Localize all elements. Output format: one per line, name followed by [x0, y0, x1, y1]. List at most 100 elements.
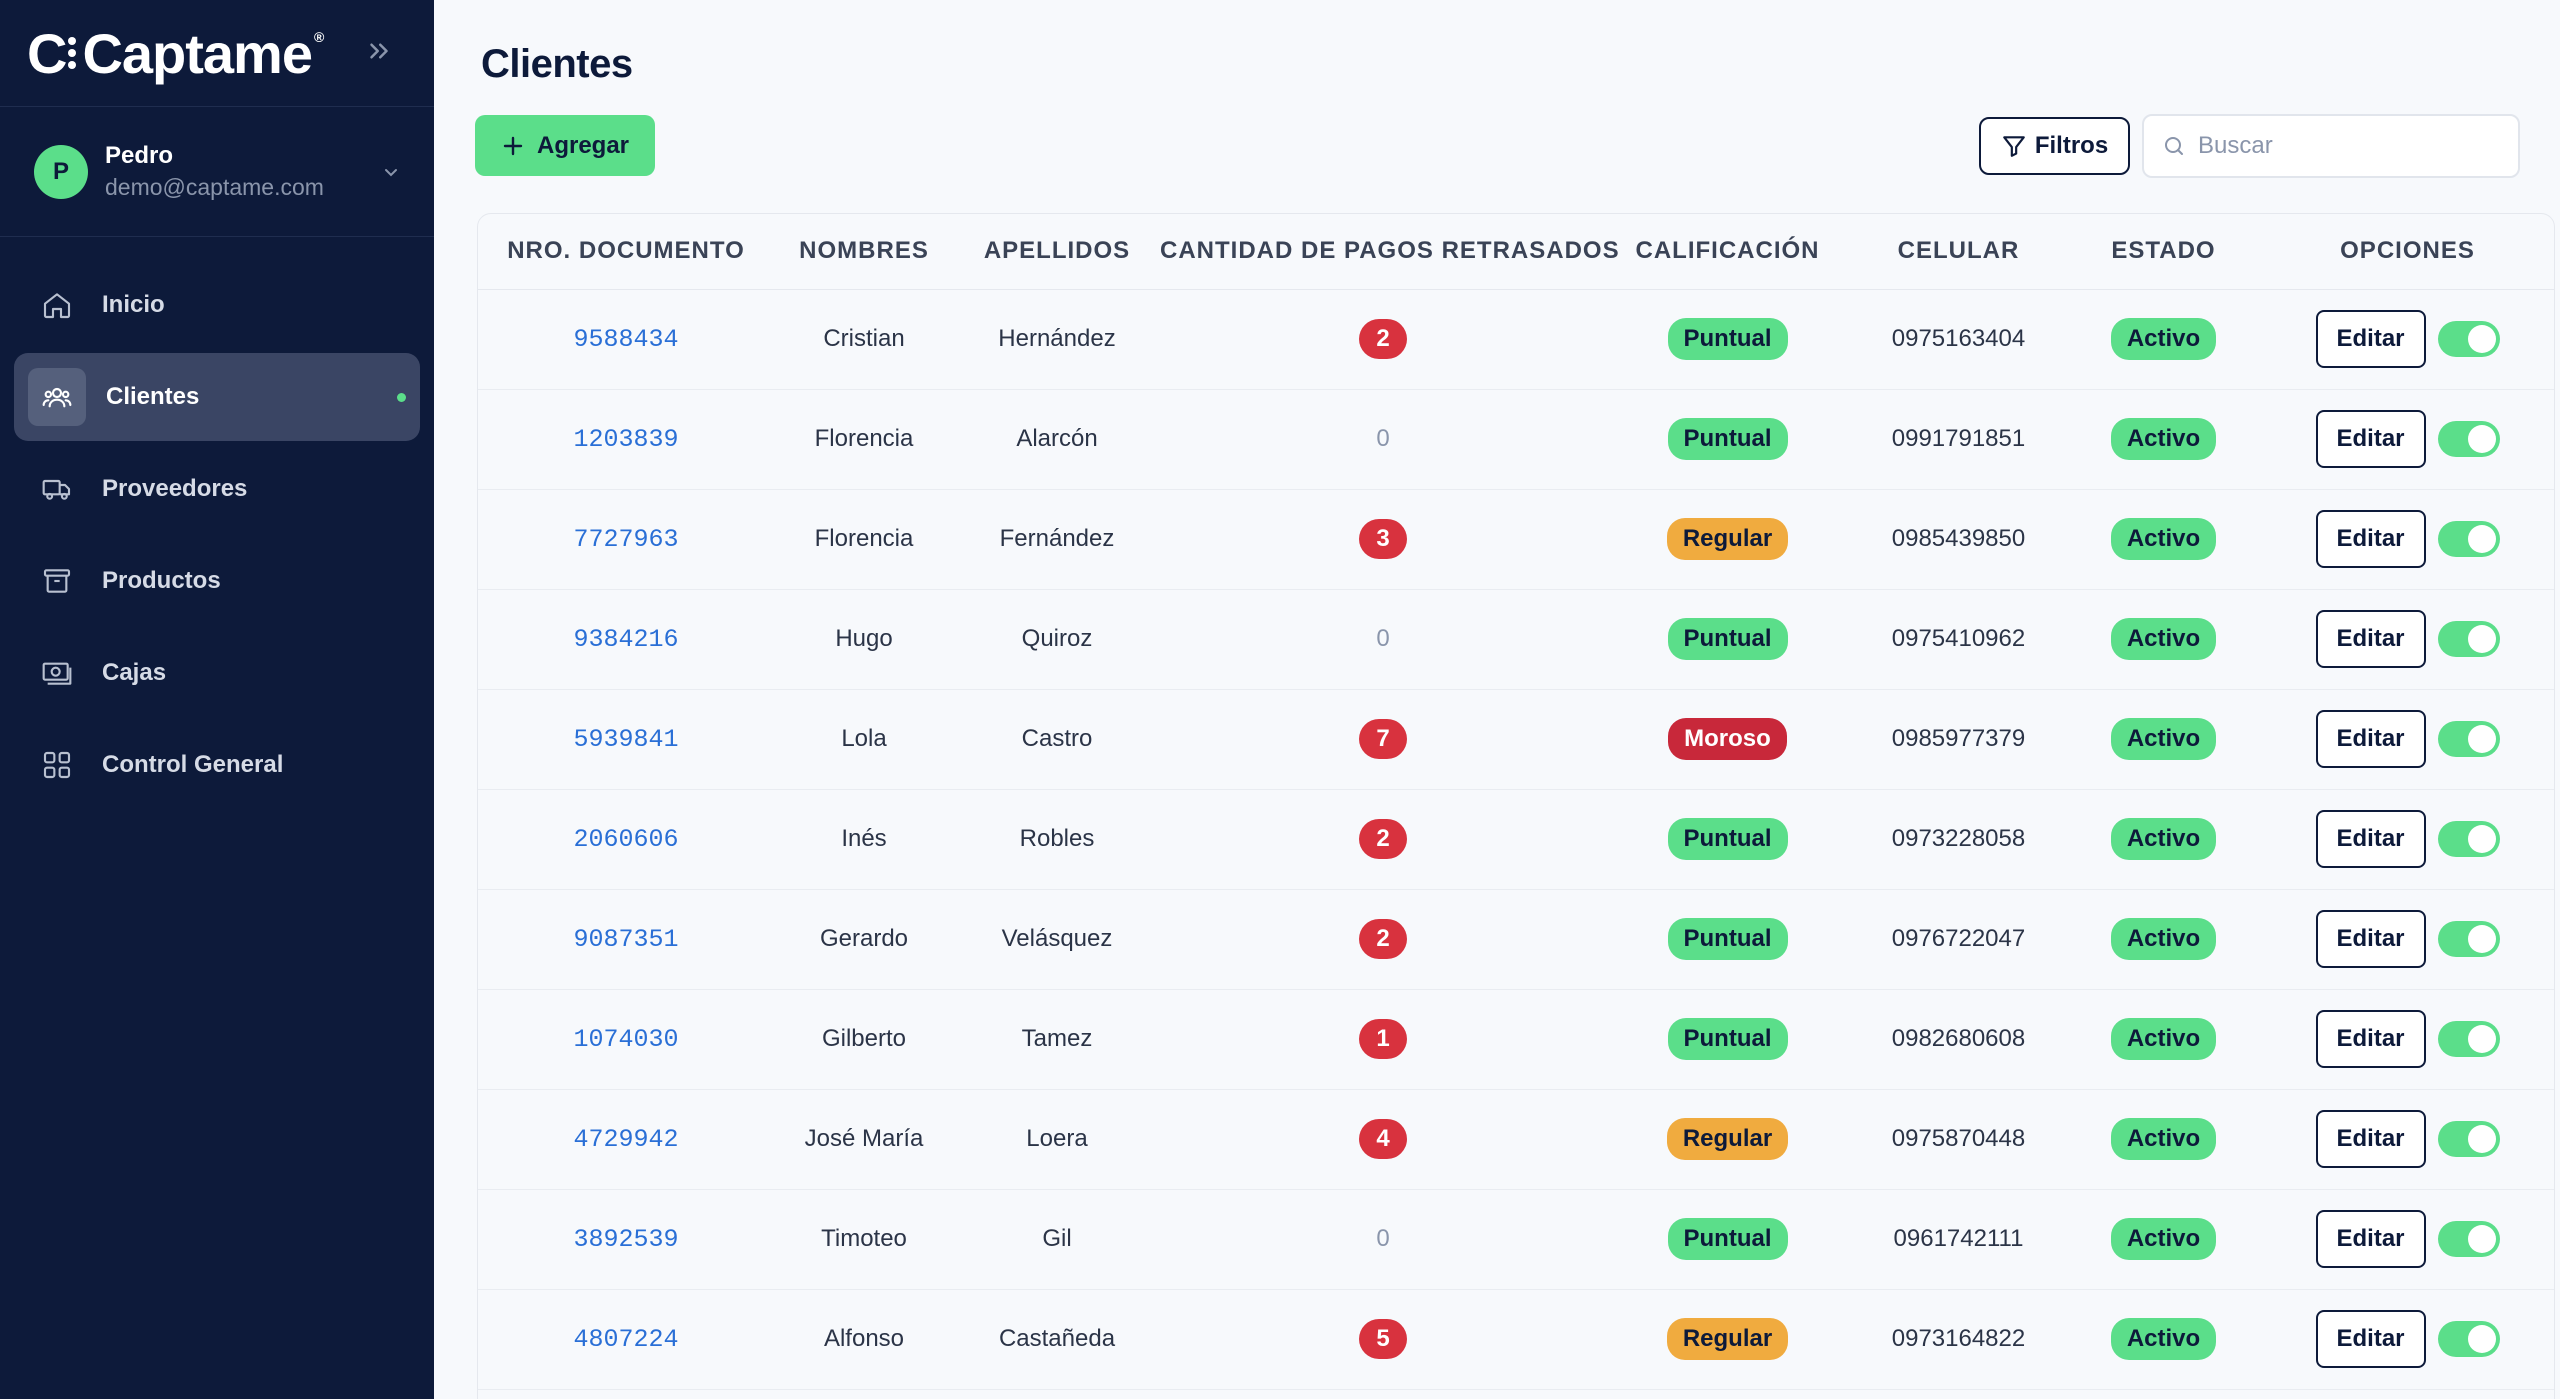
sidebar-item-control-general[interactable]: Control General [14, 721, 420, 809]
active-toggle[interactable] [2437, 1321, 2500, 1357]
edit-button[interactable]: Editar [2315, 610, 2426, 668]
toggle-knob [2467, 925, 2496, 953]
edit-button[interactable]: Editar [2315, 910, 2426, 968]
sidebar-item-proveedores[interactable]: Proveedores [14, 445, 420, 533]
document-number-link[interactable]: 1203839 [478, 389, 774, 490]
search-box[interactable] [2142, 114, 2520, 178]
last-name-cell: Hernández [954, 289, 1160, 390]
document-number-link[interactable]: 2060606 [478, 789, 774, 890]
user-menu[interactable]: P Pedro demo@captame.com [0, 107, 434, 237]
rating-cell: Regular [1606, 489, 1849, 590]
column-header[interactable]: NRO. DOCUMENTO [478, 214, 774, 290]
active-toggle[interactable] [2437, 821, 2500, 857]
clients-table: NRO. DOCUMENTO NOMBRES APELLIDOS CANTIDA… [478, 214, 2554, 1390]
rating-cell: Puntual [1606, 889, 1849, 990]
edit-button[interactable]: Editar [2315, 710, 2426, 768]
document-number-link[interactable]: 1074030 [478, 989, 774, 1090]
active-toggle[interactable] [2437, 1221, 2500, 1257]
edit-button[interactable]: Editar [2315, 1210, 2426, 1268]
document-number-link[interactable]: 9087351 [478, 889, 774, 990]
rating-badge: Puntual [1667, 1218, 1788, 1260]
main-content: Clientes Agregar Filtros NRO. DOCUMENTO … [434, 0, 2560, 1399]
users-icon [28, 368, 86, 426]
toggle-knob [2467, 1325, 2496, 1353]
search-input[interactable] [2198, 132, 2498, 160]
phone-cell: 0982680608 [1849, 989, 2068, 1090]
table-row: 4729942 José María Loera 4 Regular 0975870448… [478, 1089, 2554, 1190]
last-name-cell: Tamez [954, 989, 1160, 1090]
column-header[interactable]: NOMBRES [774, 214, 954, 290]
active-toggle[interactable] [2437, 521, 2500, 557]
document-number-link[interactable]: 9588434 [478, 289, 774, 390]
rating-badge: Puntual [1667, 418, 1788, 460]
clients-table-container: NRO. DOCUMENTO NOMBRES APELLIDOS CANTIDA… [477, 213, 2555, 1399]
table-row: 1074030 Gilberto Tamez 1 Puntual 0982680608 Ac… [478, 989, 2554, 1090]
edit-button[interactable]: Editar [2315, 1010, 2426, 1068]
late-payments-cell: 5 [1160, 1289, 1606, 1390]
chevron-down-icon[interactable] [382, 165, 400, 179]
column-header[interactable]: CANTIDAD DE PAGOS RETRASADOS [1160, 214, 1619, 290]
status-cell: Activo [2068, 289, 2259, 390]
first-name-cell: Gilberto [774, 989, 954, 1090]
active-toggle[interactable] [2437, 1121, 2500, 1157]
add-client-button[interactable]: Agregar [475, 115, 655, 176]
document-number-link[interactable]: 5939841 [478, 689, 774, 790]
options-cell: Editar [2259, 289, 2554, 390]
user-name: Pedro [105, 142, 174, 169]
edit-button[interactable]: Editar [2315, 1110, 2426, 1168]
first-name-cell: Inés [774, 789, 954, 890]
edit-button[interactable]: Editar [2315, 410, 2426, 468]
options-cell: Editar [2259, 789, 2554, 890]
late-payments-badge: 3 [1359, 519, 1407, 559]
column-header[interactable]: CELULAR [1849, 214, 2068, 290]
edit-button[interactable]: Editar [2315, 310, 2426, 368]
status-badge: Activo [2110, 1218, 2217, 1260]
sidebar-item-cajas[interactable]: Cajas [14, 629, 420, 717]
last-name-cell: Velásquez [954, 889, 1160, 990]
document-number-link[interactable]: 4807224 [478, 1289, 774, 1390]
phone-cell: 0985439850 [1849, 489, 2068, 590]
rating-cell: Puntual [1606, 389, 1849, 490]
first-name-cell: Hugo [774, 589, 954, 690]
active-toggle[interactable] [2437, 921, 2500, 957]
late-payments-cell: 2 [1160, 789, 1606, 890]
column-header[interactable]: APELLIDOS [954, 214, 1160, 290]
options-cell: Editar [2259, 689, 2554, 790]
rating-cell: Puntual [1606, 1189, 1849, 1290]
document-number-link[interactable]: 7727963 [478, 489, 774, 590]
edit-button[interactable]: Editar [2315, 510, 2426, 568]
logo-mark-icon: C [27, 21, 77, 86]
column-header[interactable]: CALIFICACIÓN [1606, 214, 1849, 290]
late-payments-badge: 2 [1359, 919, 1407, 959]
rating-badge: Puntual [1667, 1018, 1788, 1060]
toggle-knob [2467, 1125, 2496, 1153]
filter-button-label: Filtros [2034, 132, 2109, 159]
sidebar-item-inicio[interactable]: Inicio [14, 261, 420, 349]
collapse-sidebar-icon[interactable] [364, 36, 394, 66]
active-toggle[interactable] [2437, 321, 2500, 357]
active-toggle[interactable] [2437, 1021, 2500, 1057]
edit-button[interactable]: Editar [2315, 810, 2426, 868]
document-number-link[interactable]: 9384216 [478, 589, 774, 690]
filter-button[interactable]: Filtros [1979, 117, 2130, 175]
last-name-cell: Castañeda [954, 1289, 1160, 1390]
document-number-link[interactable]: 4729942 [478, 1089, 774, 1190]
active-toggle[interactable] [2437, 421, 2500, 457]
table-row: 2060606 Inés Robles 2 Puntual 0973228058 Activ… [478, 789, 2554, 890]
sidebar-item-label: Cajas [102, 659, 167, 686]
last-name-cell: Robles [954, 789, 1160, 890]
table-row: 9384216 Hugo Quiroz 0 Puntual 0975410962 Activ… [478, 589, 2554, 690]
sidebar-item-productos[interactable]: Productos [14, 537, 420, 625]
captame-logo[interactable]: C Captame ® [27, 21, 324, 86]
document-number-link[interactable]: 3892539 [478, 1189, 774, 1290]
edit-button[interactable]: Editar [2315, 1310, 2426, 1368]
rating-badge: Puntual [1667, 618, 1788, 660]
column-header[interactable]: ESTADO [2068, 214, 2259, 290]
late-payments-badge: 5 [1359, 1319, 1407, 1359]
table-row: 7727963 Florencia Fernández 3 Regular 0985439… [478, 489, 2554, 590]
active-toggle[interactable] [2437, 721, 2500, 757]
options-cell: Editar [2259, 389, 2554, 490]
sidebar-item-clientes[interactable]: Clientes [14, 353, 420, 441]
active-toggle[interactable] [2437, 621, 2500, 657]
status-cell: Activo [2068, 989, 2259, 1090]
